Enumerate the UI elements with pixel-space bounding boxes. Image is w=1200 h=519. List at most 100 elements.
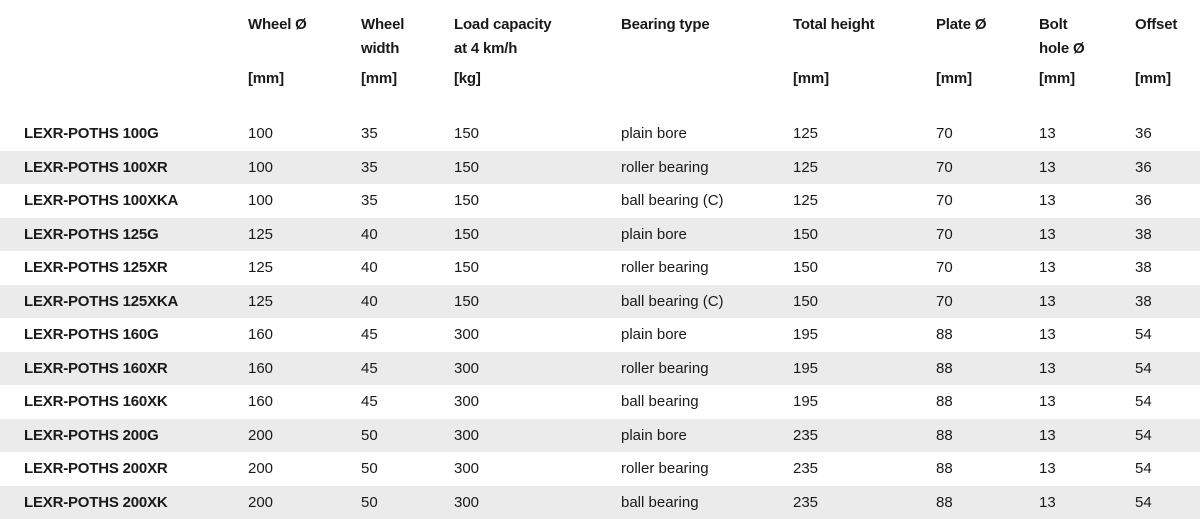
cell-wheel-width: 50 xyxy=(361,486,454,519)
cell-wheel-width: 40 xyxy=(361,251,454,285)
header-label xyxy=(793,37,936,61)
header-model xyxy=(0,0,248,117)
cell-plate-diameter: 70 xyxy=(936,184,1039,218)
cell-wheel-diameter: 200 xyxy=(248,452,361,486)
cell-bolt-hole: 13 xyxy=(1039,385,1135,419)
cell-bolt-hole: 13 xyxy=(1039,285,1135,319)
cell-wheel-width: 40 xyxy=(361,285,454,319)
cell-wheel-diameter: 125 xyxy=(248,251,361,285)
cell-wheel-width: 35 xyxy=(361,184,454,218)
cell-load-capacity: 150 xyxy=(454,251,621,285)
cell-plate-diameter: 88 xyxy=(936,352,1039,386)
header-total-height: Total height [mm] xyxy=(793,0,936,117)
cell-wheel-diameter: 125 xyxy=(248,218,361,252)
cell-bolt-hole: 13 xyxy=(1039,184,1135,218)
cell-plate-diameter: 70 xyxy=(936,285,1039,319)
cell-bolt-hole: 13 xyxy=(1039,486,1135,519)
cell-bearing-type: roller bearing xyxy=(621,151,793,185)
cell-load-capacity: 150 xyxy=(454,184,621,218)
cell-wheel-width: 45 xyxy=(361,385,454,419)
cell-wheel-width: 45 xyxy=(361,352,454,386)
header-label: hole Ø xyxy=(1039,37,1135,61)
cell-plate-diameter: 88 xyxy=(936,486,1039,519)
cell-bearing-type: ball bearing (C) xyxy=(621,184,793,218)
cell-bearing-type: ball bearing xyxy=(621,486,793,519)
header-wheel-diameter: Wheel Ø [mm] xyxy=(248,0,361,117)
header-label: Load capacity xyxy=(454,13,621,37)
cell-bearing-type: plain bore xyxy=(621,117,793,151)
header-label: Total height xyxy=(793,13,936,37)
cell-offset: 36 xyxy=(1135,184,1200,218)
header-unit: [mm] xyxy=(793,67,936,91)
cell-model: LEXR-POTHS 100XR xyxy=(0,151,248,185)
cell-load-capacity: 150 xyxy=(454,151,621,185)
cell-load-capacity: 150 xyxy=(454,117,621,151)
cell-total-height: 235 xyxy=(793,486,936,519)
cell-plate-diameter: 88 xyxy=(936,385,1039,419)
cell-bolt-hole: 13 xyxy=(1039,352,1135,386)
cell-model: LEXR-POTHS 200G xyxy=(0,419,248,453)
header-label: Wheel xyxy=(361,13,454,37)
cell-bearing-type: ball bearing xyxy=(621,385,793,419)
cell-wheel-diameter: 160 xyxy=(248,385,361,419)
cell-wheel-diameter: 100 xyxy=(248,184,361,218)
header-unit xyxy=(621,67,793,91)
cell-total-height: 195 xyxy=(793,318,936,352)
cell-load-capacity: 300 xyxy=(454,452,621,486)
cell-total-height: 125 xyxy=(793,117,936,151)
cell-model: LEXR-POTHS 125G xyxy=(0,218,248,252)
cell-bearing-type: plain bore xyxy=(621,318,793,352)
cell-wheel-width: 40 xyxy=(361,218,454,252)
cell-bearing-type: roller bearing xyxy=(621,452,793,486)
cell-offset: 54 xyxy=(1135,452,1200,486)
header-unit: [kg] xyxy=(454,67,621,91)
cell-total-height: 195 xyxy=(793,352,936,386)
header-label: Bolt xyxy=(1039,13,1135,37)
header-plate-diameter: Plate Ø [mm] xyxy=(936,0,1039,117)
cell-bolt-hole: 13 xyxy=(1039,151,1135,185)
cell-plate-diameter: 88 xyxy=(936,452,1039,486)
cell-total-height: 125 xyxy=(793,151,936,185)
cell-wheel-width: 50 xyxy=(361,452,454,486)
header-unit: [mm] xyxy=(936,67,1039,91)
header-label xyxy=(248,37,361,61)
cell-model: LEXR-POTHS 100G xyxy=(0,117,248,151)
cell-plate-diameter: 70 xyxy=(936,251,1039,285)
cell-wheel-width: 50 xyxy=(361,419,454,453)
cell-model: LEXR-POTHS 100XKA xyxy=(0,184,248,218)
cell-total-height: 150 xyxy=(793,218,936,252)
cell-model: LEXR-POTHS 160XR xyxy=(0,352,248,386)
cell-plate-diameter: 70 xyxy=(936,117,1039,151)
cell-wheel-diameter: 160 xyxy=(248,318,361,352)
cell-plate-diameter: 70 xyxy=(936,218,1039,252)
cell-bearing-type: roller bearing xyxy=(621,352,793,386)
header-wheel-width: Wheel width [mm] xyxy=(361,0,454,117)
cell-bearing-type: ball bearing (C) xyxy=(621,285,793,319)
cell-total-height: 235 xyxy=(793,452,936,486)
cell-bolt-hole: 13 xyxy=(1039,117,1135,151)
cell-total-height: 150 xyxy=(793,251,936,285)
cell-wheel-diameter: 100 xyxy=(248,117,361,151)
cell-model: LEXR-POTHS 160XK xyxy=(0,385,248,419)
header-label: at 4 km/h xyxy=(454,37,621,61)
header-unit: [mm] xyxy=(248,67,361,91)
cell-total-height: 195 xyxy=(793,385,936,419)
cell-load-capacity: 150 xyxy=(454,218,621,252)
cell-load-capacity: 150 xyxy=(454,285,621,319)
cell-offset: 36 xyxy=(1135,151,1200,185)
cell-bolt-hole: 13 xyxy=(1039,318,1135,352)
cell-wheel-diameter: 200 xyxy=(248,419,361,453)
table-header: Wheel Ø [mm] Wheel width [mm] Load capac… xyxy=(0,0,1200,117)
cell-load-capacity: 300 xyxy=(454,352,621,386)
